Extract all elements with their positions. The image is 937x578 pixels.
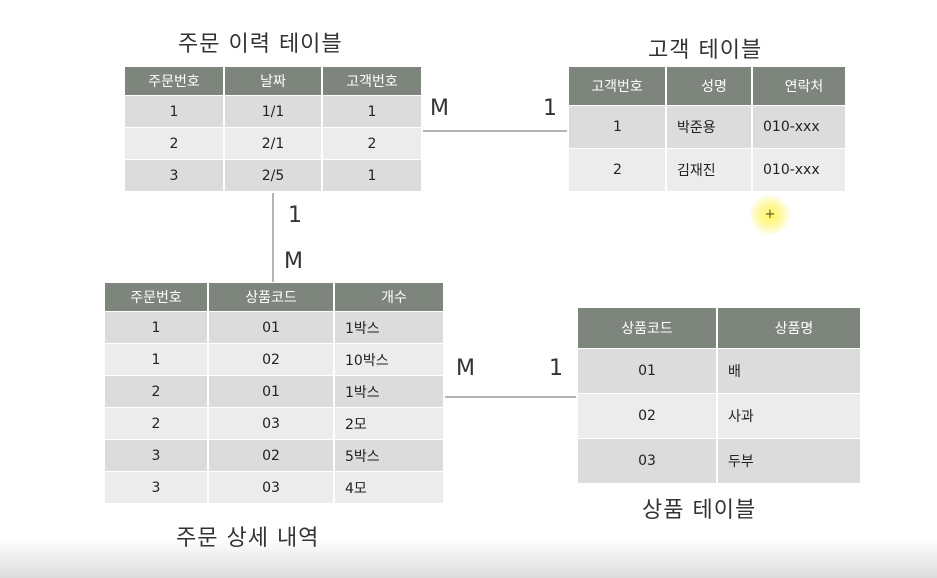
cell: 1박스 — [335, 312, 443, 343]
product-table: 상품코드 상품명 01 배 02 사과 03 두부 — [576, 307, 862, 484]
cell: 2 — [569, 149, 665, 191]
cell: 1 — [323, 160, 421, 191]
cell: 1박스 — [335, 376, 443, 407]
header-cell: 상품코드 — [578, 308, 716, 348]
cell: 3 — [105, 472, 207, 503]
table-row: 2 01 1박스 — [105, 376, 443, 407]
cell: 배 — [718, 349, 860, 393]
header-cell: 상품명 — [718, 308, 860, 348]
cell: 4모 — [335, 472, 443, 503]
table-row: 2 김재진 010-xxx — [569, 149, 845, 191]
cell: 1/1 — [225, 96, 321, 127]
cursor-highlight-icon: + — [750, 195, 790, 235]
cardinality-product-1: 1 — [549, 356, 563, 381]
cardinality-history-m: M — [430, 96, 449, 121]
cell: 02 — [209, 344, 333, 375]
cell: 3 — [125, 160, 223, 191]
cell: 2/5 — [225, 160, 321, 191]
connector-history-detail — [272, 193, 274, 283]
cell: 01 — [578, 349, 716, 393]
cardinality-detail-m: M — [284, 249, 303, 274]
cell: 01 — [209, 376, 333, 407]
order-detail-title: 주문 상세 내역 — [176, 526, 320, 551]
table-row: 1 01 1박스 — [105, 312, 443, 343]
header-cell: 연락처 — [753, 67, 845, 105]
cell: 2모 — [335, 408, 443, 439]
bottom-shade — [0, 538, 937, 578]
cell: 2 — [105, 408, 207, 439]
product-title: 상품 테이블 — [642, 498, 757, 523]
cell: 01 — [209, 312, 333, 343]
customer-title: 고객 테이블 — [648, 38, 763, 63]
cell: 사과 — [718, 394, 860, 438]
cell: 010-xxx — [753, 106, 845, 148]
order-detail-table: 주문번호 상품코드 개수 1 01 1박스 1 02 10박스 2 01 1박스… — [103, 282, 445, 504]
table-row: 1 박준용 010-xxx — [569, 106, 845, 148]
cell: 010-xxx — [753, 149, 845, 191]
cell: 03 — [209, 472, 333, 503]
cell: 03 — [209, 408, 333, 439]
table-row: 2 2/1 2 — [125, 128, 421, 159]
connector-history-customer — [422, 130, 570, 132]
header-cell: 상품코드 — [209, 283, 333, 311]
cell: 3 — [105, 440, 207, 471]
cell: 1 — [569, 106, 665, 148]
header-cell: 고객번호 — [569, 67, 665, 105]
table-row: 02 사과 — [578, 394, 860, 438]
table-row: 2 03 2모 — [105, 408, 443, 439]
cell: 2/1 — [225, 128, 321, 159]
customer-table: 고객번호 성명 연락처 1 박준용 010-xxx 2 김재진 010-xxx — [567, 66, 847, 192]
cell: 2 — [105, 376, 207, 407]
cell: 1 — [125, 96, 223, 127]
cell: 2 — [125, 128, 223, 159]
cell: 2 — [323, 128, 421, 159]
table-row: 1 02 10박스 — [105, 344, 443, 375]
order-history-title: 주문 이력 테이블 — [178, 32, 343, 57]
cell: 03 — [578, 439, 716, 483]
cell: 1 — [105, 312, 207, 343]
table-row: 1 1/1 1 — [125, 96, 421, 127]
cardinality-history-1: 1 — [288, 203, 302, 228]
table-row: 03 두부 — [578, 439, 860, 483]
header-cell: 주문번호 — [105, 283, 207, 311]
header-cell: 고객번호 — [323, 67, 421, 95]
table-row: 3 2/5 1 — [125, 160, 421, 191]
table-row: 3 03 4모 — [105, 472, 443, 503]
cell: 02 — [209, 440, 333, 471]
connector-detail-product — [443, 396, 578, 398]
header-cell: 날짜 — [225, 67, 321, 95]
cell: 5박스 — [335, 440, 443, 471]
table-row: 01 배 — [578, 349, 860, 393]
order-history-table: 주문번호 날짜 고객번호 1 1/1 1 2 2/1 2 3 2/5 1 — [123, 66, 423, 192]
cell: 김재진 — [667, 149, 751, 191]
cell: 02 — [578, 394, 716, 438]
table-row: 3 02 5박스 — [105, 440, 443, 471]
cell: 10박스 — [335, 344, 443, 375]
cell: 1 — [105, 344, 207, 375]
header-cell: 주문번호 — [125, 67, 223, 95]
header-cell: 개수 — [335, 283, 443, 311]
cardinality-customer-1: 1 — [543, 96, 557, 121]
header-cell: 성명 — [667, 67, 751, 105]
cardinality-detail-m2: M — [456, 356, 475, 381]
cell: 1 — [323, 96, 421, 127]
cell: 박준용 — [667, 106, 751, 148]
cell: 두부 — [718, 439, 860, 483]
